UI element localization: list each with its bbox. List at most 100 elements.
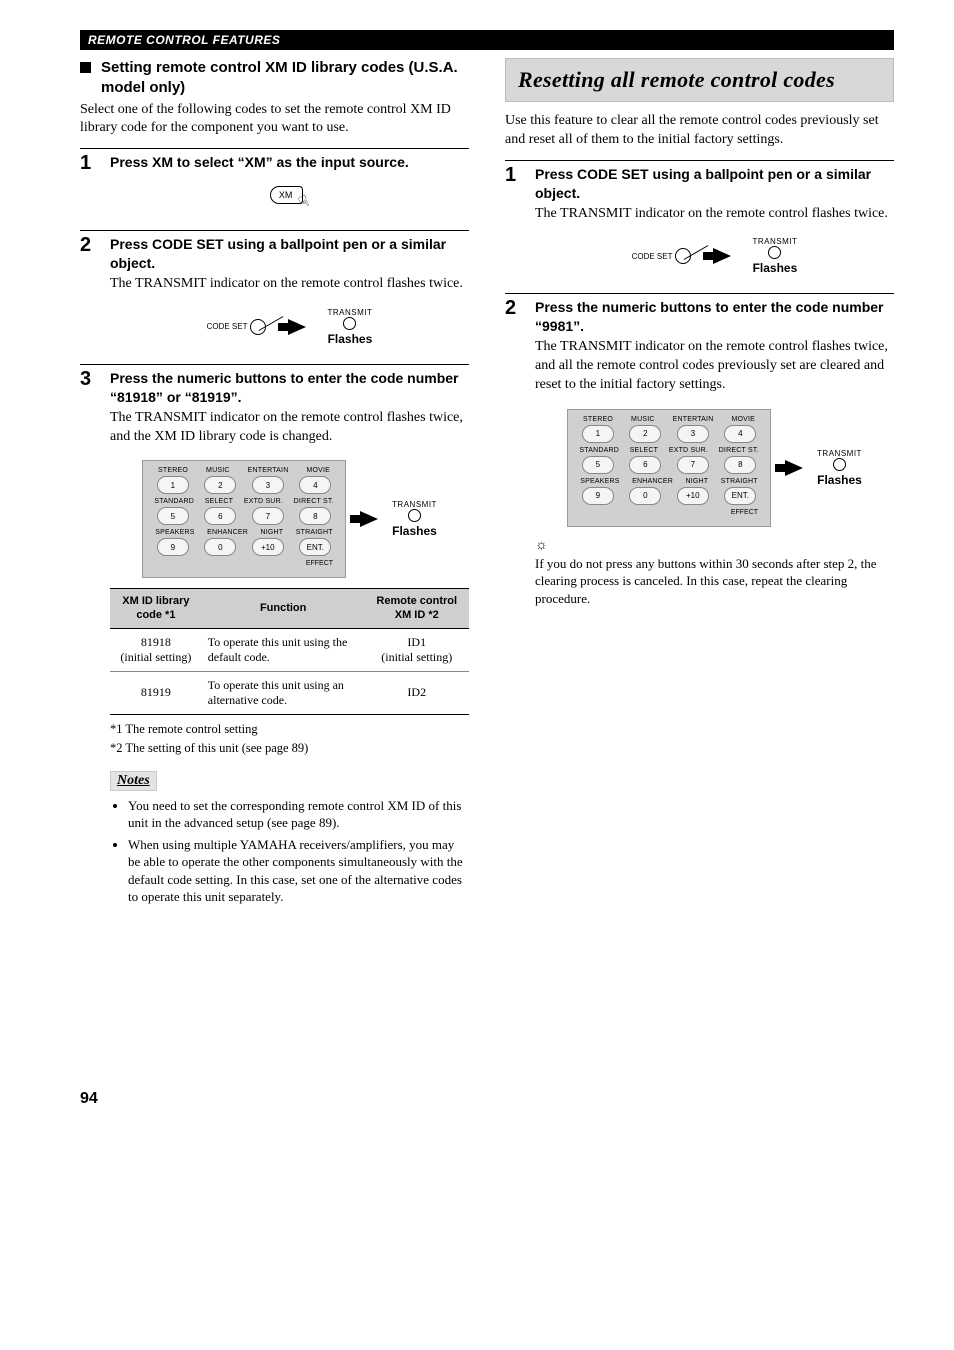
kp-btn: 7 xyxy=(252,507,284,525)
flashes-label: Flashes xyxy=(753,261,798,275)
tip-row: ☼ xyxy=(535,537,894,553)
step-title: Press XM to select “XM” as the input sou… xyxy=(110,153,469,172)
led-icon xyxy=(768,246,781,259)
note-item: When using multiple YAMAHA receivers/amp… xyxy=(128,836,469,906)
codeset-icon: CODE SET xyxy=(632,248,691,264)
kp-btn: 6 xyxy=(629,456,661,474)
codeset-icon: CODE SET xyxy=(207,319,266,335)
kp-btn: +10 xyxy=(677,487,709,505)
kp-label: MUSIC xyxy=(206,467,230,474)
kp-footer: EFFECT xyxy=(574,509,764,516)
kp-btn: 4 xyxy=(299,476,331,494)
step-divider xyxy=(505,160,894,161)
kp-btn: 0 xyxy=(629,487,661,505)
led-icon xyxy=(408,509,421,522)
step-1: 1 Press XM to select “XM” as the input s… xyxy=(80,153,469,220)
arrow-right-icon xyxy=(785,460,803,476)
square-bullet-icon xyxy=(80,62,91,73)
led-icon xyxy=(343,317,356,330)
th-code: XM ID library code *1 xyxy=(110,589,202,628)
kp-btn: 1 xyxy=(157,476,189,494)
kp-label: EXTD SUR. xyxy=(669,447,708,454)
keypad-figure: STEREO MUSIC ENTERTAIN MOVIE 1234 STANDARD S… xyxy=(535,409,894,527)
kp-btn: 5 xyxy=(157,507,189,525)
remote-keypad-diagram: STEREO MUSIC ENTERTAIN MOVIE 1234 STANDARD S… xyxy=(567,409,771,527)
transmit-label: TRANSMIT xyxy=(328,308,373,317)
kp-label: SPEAKERS xyxy=(155,529,194,536)
step-divider xyxy=(80,230,469,231)
transmit-indicator: TRANSMIT Flashes xyxy=(328,308,373,346)
cell-rc: ID1 xyxy=(407,635,426,649)
footnote-2: *2 The setting of this unit (see page 89… xyxy=(110,740,469,757)
step-divider xyxy=(505,293,894,294)
cell-code: 81919 xyxy=(110,671,202,714)
right-column: Resetting all remote control codes Use t… xyxy=(505,58,894,1108)
kp-label: NIGHT xyxy=(260,529,283,536)
step-title: Press CODE SET using a ballpoint pen or … xyxy=(535,165,894,203)
kp-label: STEREO xyxy=(583,416,613,423)
footnote-1: *1 The remote control setting xyxy=(110,721,469,738)
transmit-label: TRANSMIT xyxy=(817,449,862,458)
cell-code: 81918 xyxy=(141,635,171,649)
codeset-label: CODE SET xyxy=(632,252,673,261)
cell-code-sub: (initial setting) xyxy=(120,650,191,664)
notes-list: You need to set the corresponding remote… xyxy=(110,797,469,906)
step-description: The TRANSMIT indicator on the remote con… xyxy=(535,338,894,395)
two-column-layout: Setting remote control XM ID library cod… xyxy=(80,58,894,1108)
transmit-indicator: TRANSMIT Flashes xyxy=(817,449,862,487)
left-column: Setting remote control XM ID library cod… xyxy=(80,58,469,1108)
kp-btn: 2 xyxy=(629,425,661,443)
kp-btn: 6 xyxy=(204,507,236,525)
kp-btn: 3 xyxy=(677,425,709,443)
th-remote: Remote control XM ID *2 xyxy=(365,589,469,628)
section-title-row: Setting remote control XM ID library cod… xyxy=(80,58,469,99)
kp-btn: 9 xyxy=(157,538,189,556)
page-number: 94 xyxy=(80,1090,469,1108)
kp-btn: 2 xyxy=(204,476,236,494)
kp-btn: 7 xyxy=(677,456,709,474)
notes-header: Notes xyxy=(110,771,157,791)
step-title: Press CODE SET using a ballpoint pen or … xyxy=(110,235,469,273)
flashes-label: Flashes xyxy=(328,332,373,346)
step-2: 2 Press CODE SET using a ballpoint pen o… xyxy=(80,235,469,354)
step-number: 2 xyxy=(505,298,521,607)
section-intro: Select one of the following codes to set… xyxy=(80,101,469,139)
codeset-figure: CODE SET TRANSMIT Flashes xyxy=(110,308,469,346)
kp-btn: +10 xyxy=(252,538,284,556)
kp-label: MUSIC xyxy=(631,416,655,423)
pinhole-icon xyxy=(250,319,266,335)
th-function: Function xyxy=(202,589,365,628)
kp-label: STRAIGHT xyxy=(721,478,758,485)
kp-btn: 8 xyxy=(299,507,331,525)
step-divider xyxy=(80,148,469,149)
reset-intro: Use this feature to clear all the remote… xyxy=(505,112,894,150)
step-number: 1 xyxy=(505,165,521,284)
table-row: 81919 To operate this unit using an alte… xyxy=(110,671,469,714)
reset-step-2: 2 Press the numeric buttons to enter the… xyxy=(505,298,894,607)
kp-btn: ENT. xyxy=(299,538,331,556)
led-icon xyxy=(833,458,846,471)
kp-btn: 9 xyxy=(582,487,614,505)
kp-label: ENTERTAIN xyxy=(248,467,289,474)
transmit-indicator: TRANSMIT Flashes xyxy=(753,237,798,275)
codeset-figure: CODE SET TRANSMIT Flashes xyxy=(535,237,894,275)
step-3: 3 Press the numeric buttons to enter the… xyxy=(80,369,469,910)
cell-rc: ID2 xyxy=(365,671,469,714)
kp-label: DIRECT ST. xyxy=(719,447,759,454)
cell-rc-sub: (initial setting) xyxy=(381,650,452,664)
codeset-label: CODE SET xyxy=(207,322,248,331)
kp-btn: 5 xyxy=(582,456,614,474)
kp-btn: 8 xyxy=(724,456,756,474)
kp-label: STANDARD xyxy=(579,447,619,454)
kp-footer: EFFECT xyxy=(149,560,339,567)
kp-btn: 1 xyxy=(582,425,614,443)
flashes-label: Flashes xyxy=(392,524,437,538)
kp-btn: 4 xyxy=(724,425,756,443)
kp-btn: 3 xyxy=(252,476,284,494)
xm-button-figure: XM ☟ xyxy=(110,186,469,212)
xm-id-codes-table: XM ID library code *1 Function Remote co… xyxy=(110,588,469,714)
kp-label: ENTERTAIN xyxy=(673,416,714,423)
kp-label: EXTD SUR. xyxy=(244,498,283,505)
kp-label: MOVIE xyxy=(731,416,755,423)
tip-icon: ☼ xyxy=(535,539,548,553)
